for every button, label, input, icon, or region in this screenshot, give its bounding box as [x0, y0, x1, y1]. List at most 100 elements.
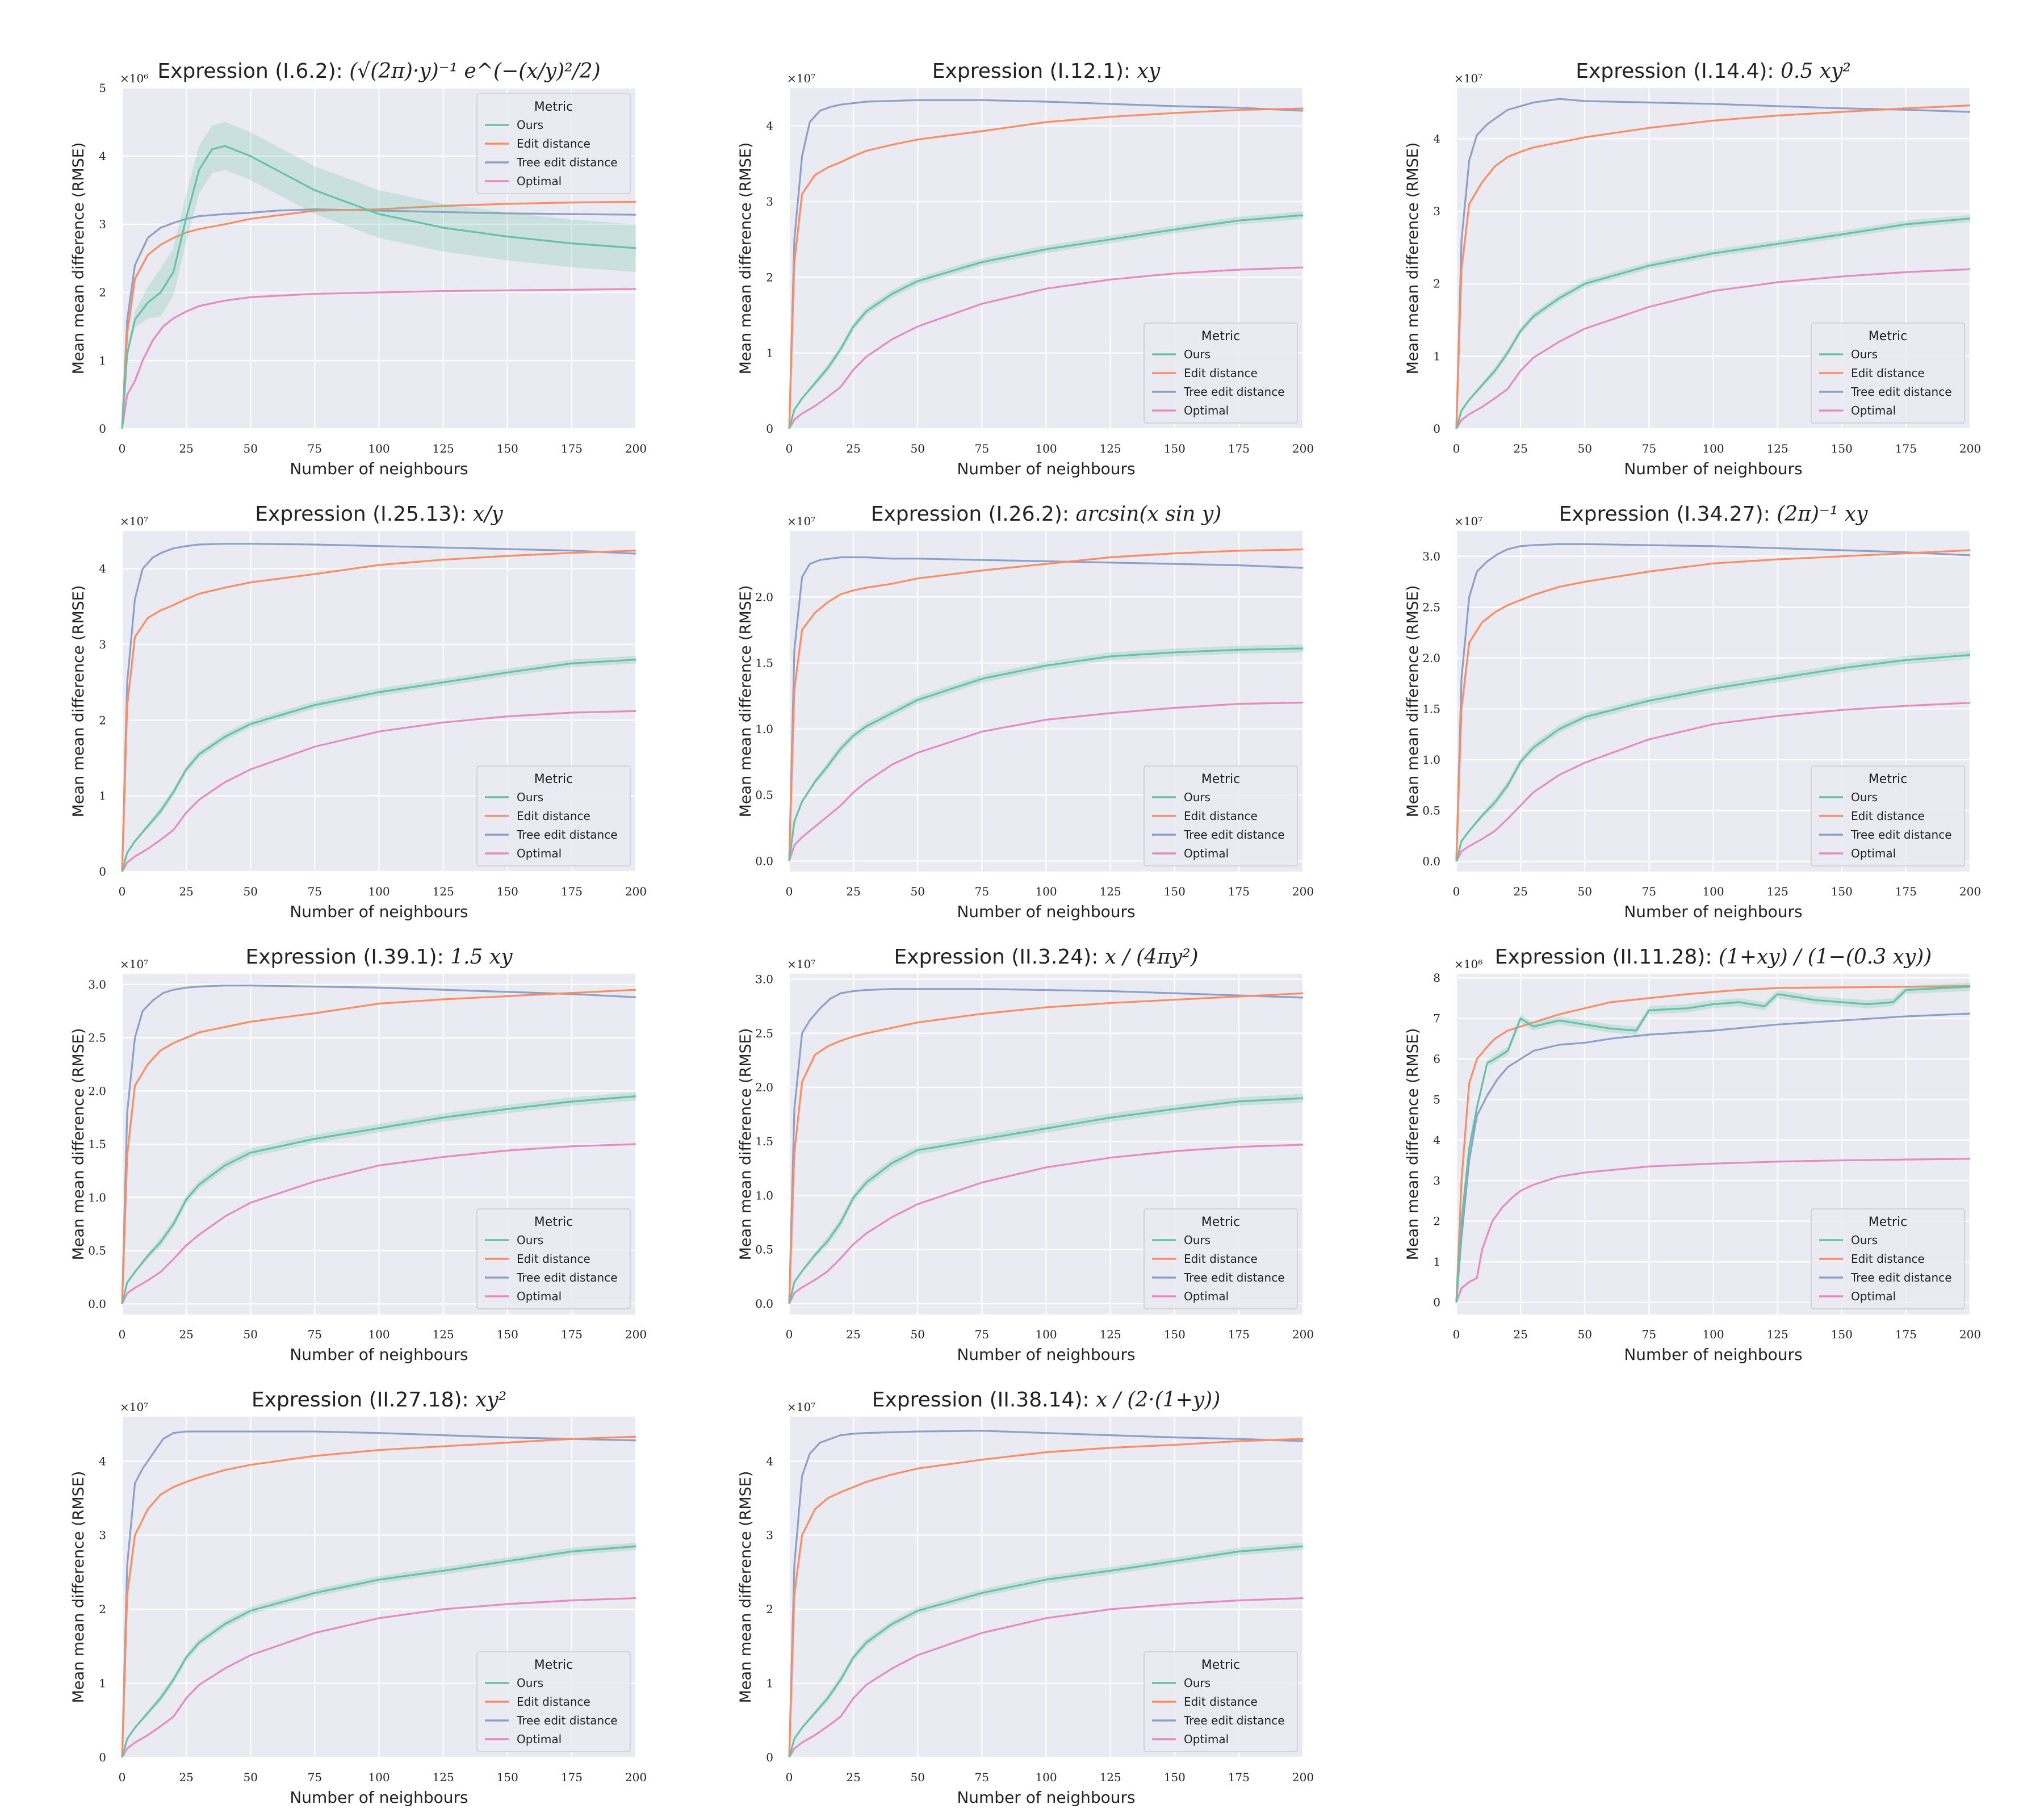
x-tick-label: 75	[975, 442, 989, 455]
x-tick-label: 200	[1959, 442, 1981, 455]
chart-title: Expression (I.12.1): xy	[932, 60, 1161, 83]
series-line-optimal	[121, 1143, 636, 1304]
chart-title-prefix: Expression (II.11.28):	[1495, 945, 1719, 969]
legend-label-optimal: Optimal	[1184, 847, 1229, 860]
chart-title-prefix: Expression (I.12.1):	[932, 60, 1137, 83]
legend-box	[476, 1651, 631, 1752]
chart-title-expression: 1.5 xy	[450, 945, 513, 969]
x-tick-label: 150	[497, 1328, 518, 1341]
chart-title: Expression (II.27.18): xy²	[252, 1388, 506, 1412]
legend-title: Metric	[1201, 329, 1240, 344]
x-tick-label: 25	[846, 442, 860, 455]
series-line-optimal	[788, 1597, 1304, 1758]
x-tick-label: 100	[1035, 1328, 1057, 1341]
legend: Metric Ours Edit distance Tree edit distanc…	[476, 765, 631, 866]
legend: Metric Ours Edit distance Tree edit distanc…	[476, 93, 631, 194]
x-tick-label: 50	[911, 885, 925, 898]
x-tick-label: 125	[1100, 1328, 1121, 1341]
series-line-optimal	[1455, 702, 1971, 862]
x-axis-label: Number of neighbours	[290, 902, 468, 921]
x-tick-label: 150	[497, 1770, 518, 1784]
series-line-ours	[788, 1545, 1304, 1758]
y-tick-label: 0.0	[755, 854, 773, 868]
y-tick-label: 0.0	[1422, 855, 1440, 868]
legend-label-edit: Edit distance	[1184, 1252, 1258, 1266]
series-line-ours	[121, 145, 636, 429]
chart-panel: 0 25 50 75 100 125 150 175 200 0.0 0.5 1.0 1.5 2.0 ×10…	[737, 503, 1314, 921]
chart-title: Expression (I.14.4): 0.5 xy²	[1576, 60, 1851, 83]
series-line-tree	[788, 988, 1304, 1304]
y-tick-label: 8	[1433, 971, 1440, 985]
chart-title-prefix: Expression (II.38.14):	[872, 1388, 1096, 1412]
legend-label-edit: Edit distance	[1184, 1695, 1258, 1709]
legend-title: Metric	[1201, 1215, 1240, 1229]
x-tick-label: 200	[1292, 442, 1314, 455]
legend-label-optimal: Optimal	[517, 1290, 562, 1303]
x-tick-label: 125	[433, 1770, 454, 1784]
legend-label-tree: Tree edit distance	[1183, 1714, 1285, 1727]
y-tick-label: 3	[766, 195, 773, 208]
x-tick-label: 100	[1035, 442, 1057, 455]
y-tick-label: 2.0	[755, 590, 773, 604]
x-tick-label: 0	[1453, 885, 1460, 898]
x-tick-label: 200	[1292, 885, 1314, 898]
x-tick-label: 150	[1831, 885, 1853, 898]
x-tick-label: 200	[625, 885, 647, 898]
y-tick-label: 0	[99, 1751, 106, 1764]
y-tick-label: 1	[99, 1677, 106, 1690]
legend-label-ours: Ours	[517, 790, 543, 804]
x-tick-label: 200	[1959, 1328, 1981, 1341]
x-tick-label: 100	[368, 442, 389, 455]
x-tick-label: 125	[1767, 442, 1789, 455]
legend-label-edit: Edit distance	[517, 137, 590, 150]
legend-label-ours: Ours	[1184, 1676, 1211, 1690]
legend-label-ours: Ours	[1851, 348, 1878, 361]
y-tick-label: 4	[99, 1454, 106, 1468]
y-tick-label: 4	[1433, 132, 1440, 145]
series-line-optimal	[788, 266, 1304, 429]
x-tick-label: 100	[368, 1328, 389, 1341]
x-tick-label: 125	[1100, 1770, 1121, 1784]
legend-box	[1144, 765, 1298, 866]
x-tick-label: 0	[119, 1770, 126, 1784]
chart-panel: 0 25 50 75 100 125 150 175 200 0.0 0.5 1.0 1.5 2.0 2.5…	[737, 945, 1314, 1364]
chart-title-prefix: Expression (I.6.2):	[157, 60, 349, 83]
series-line-tree	[788, 556, 1304, 861]
y-tick-label: 2.5	[88, 1031, 106, 1045]
legend-label-edit: Edit distance	[1851, 809, 1925, 823]
x-tick-label: 25	[1513, 442, 1527, 455]
chart-title-expression: 0.5 xy²	[1781, 60, 1851, 83]
legend-label-tree: Tree edit distance	[1850, 828, 1952, 841]
y-axis-multiplier: ×10⁷	[120, 514, 148, 528]
y-tick-label: 0	[1433, 1296, 1440, 1309]
legend-label-optimal: Optimal	[1184, 1732, 1229, 1746]
legend-title: Metric	[534, 772, 573, 786]
y-tick-label: 0.5	[755, 788, 773, 802]
y-tick-label: 5	[99, 81, 106, 95]
legend-title: Metric	[534, 1215, 573, 1229]
y-tick-label: 4	[766, 1454, 773, 1468]
y-tick-label: 1.5	[755, 656, 773, 670]
x-tick-label: 200	[1292, 1328, 1314, 1341]
chart-title: Expression (II.3.24): x / (4πy²)	[894, 945, 1198, 969]
series-line-ours	[121, 1545, 636, 1758]
series-line-edit	[121, 1435, 636, 1758]
y-axis-label: Mean mean difference (RMSE)	[737, 585, 755, 818]
chart-panel: 0 25 50 75 100 125 150 175 200 0.0 0.5 1.0 1.5 2.0 2.5…	[1404, 503, 1981, 921]
chart-title-expression: arcsin(x sin y)	[1075, 503, 1221, 526]
legend: Metric Ours Edit distance Tree edit distanc…	[1811, 765, 1965, 866]
x-tick-label: 0	[786, 1770, 793, 1784]
legend-label-optimal: Optimal	[1184, 1290, 1229, 1303]
chart-title-prefix: Expression (I.39.1):	[245, 945, 450, 969]
y-tick-label: 1.5	[755, 1134, 773, 1148]
series-line-tree	[1455, 543, 1971, 862]
y-tick-label: 0	[766, 422, 773, 436]
x-tick-label: 175	[1228, 1770, 1250, 1784]
y-tick-label: 0.5	[755, 1243, 773, 1257]
x-tick-label: 100	[1035, 885, 1057, 898]
legend-box	[1811, 323, 1965, 424]
series-line-edit	[788, 992, 1304, 1304]
series-line-edit	[788, 1438, 1304, 1758]
x-tick-label: 150	[1831, 1328, 1853, 1341]
x-tick-label: 25	[846, 1328, 860, 1341]
